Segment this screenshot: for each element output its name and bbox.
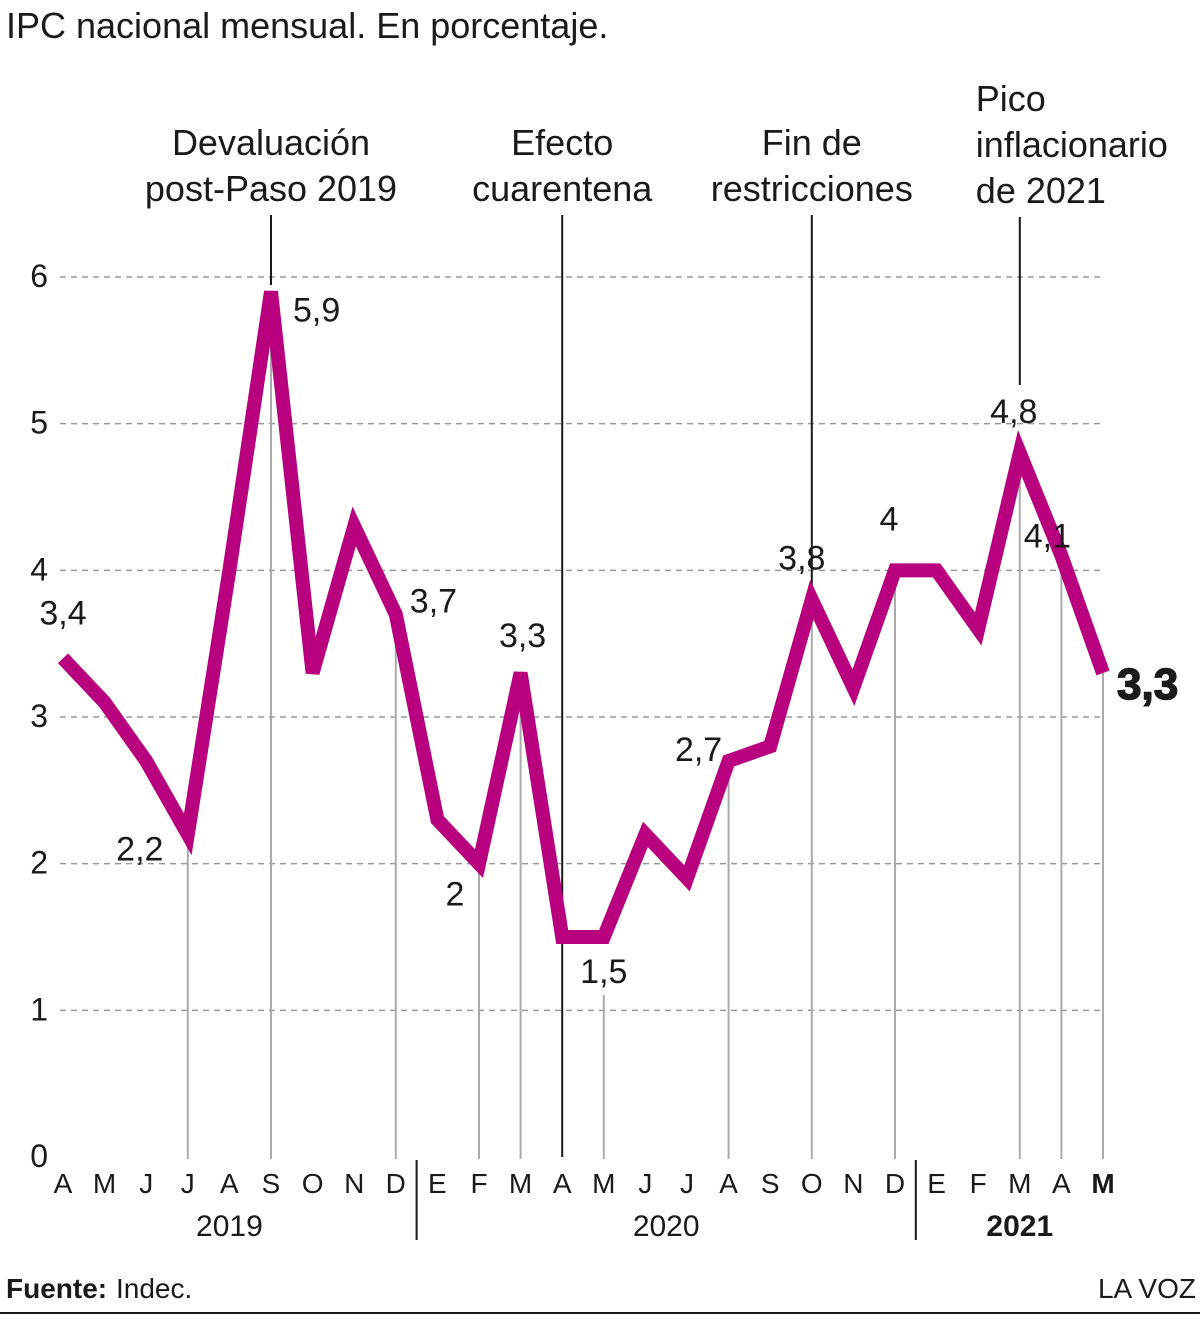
- chart-title: IPC nacional mensual. En porcentaje.: [6, 5, 608, 46]
- x-tick-label: J: [139, 1168, 153, 1199]
- x-tick-label: N: [843, 1168, 863, 1199]
- x-tick-label: O: [302, 1168, 324, 1199]
- annotation-text: Devaluación: [172, 122, 370, 163]
- series-line: [57, 290, 1110, 944]
- source: Indec.: [116, 1273, 192, 1304]
- value-label: 4,8: [990, 393, 1037, 431]
- value-label: 2,2: [116, 830, 163, 868]
- x-tick-label: F: [970, 1168, 987, 1199]
- x-tick-label: M: [1091, 1168, 1114, 1199]
- value-label: 1,5: [580, 953, 627, 991]
- x-tick-label: F: [470, 1168, 487, 1199]
- annotation-text: de 2021: [976, 170, 1106, 211]
- annotation-text: Fin de: [762, 122, 862, 163]
- x-tick-label: D: [885, 1168, 905, 1199]
- x-tick-label: J: [638, 1168, 652, 1199]
- x-tick-label: M: [93, 1168, 116, 1199]
- annotation-text: cuarentena: [472, 168, 653, 209]
- value-label: 3,4: [39, 594, 86, 632]
- y-tick-label: 0: [30, 1138, 48, 1174]
- value-label: 5,9: [293, 292, 340, 330]
- y-tick-label: 4: [30, 551, 48, 587]
- value-label: 3,3: [499, 617, 546, 655]
- annotation-text: Pico: [976, 78, 1046, 119]
- source-label: Fuente:: [6, 1273, 107, 1304]
- x-tick-label: A: [220, 1168, 239, 1199]
- year-label: 2020: [633, 1210, 700, 1243]
- x-tick-label: A: [719, 1168, 738, 1199]
- x-tick-label: M: [592, 1168, 615, 1199]
- x-tick-label: O: [801, 1168, 823, 1199]
- x-tick-label: E: [428, 1168, 447, 1199]
- x-tick-label: J: [181, 1168, 195, 1199]
- brand: LA VOZ: [1098, 1273, 1196, 1304]
- value-label: 3,7: [410, 582, 457, 620]
- x-tick-label: A: [1052, 1168, 1071, 1199]
- x-tick-label: A: [54, 1168, 73, 1199]
- value-label: 3,8: [778, 540, 825, 578]
- value-label: 4: [880, 500, 899, 538]
- y-tick-label: 6: [30, 258, 48, 294]
- x-tick-label: N: [344, 1168, 364, 1199]
- value-label: 4,1: [1024, 518, 1071, 556]
- value-label: 3,3: [1117, 660, 1178, 709]
- y-tick-label: 5: [30, 405, 48, 441]
- x-tick-label: S: [262, 1168, 281, 1199]
- value-label: 2: [446, 876, 465, 914]
- x-tick-label: M: [1008, 1168, 1031, 1199]
- year-label: 2019: [196, 1210, 263, 1243]
- annotation-text: post-Paso 2019: [145, 168, 397, 209]
- y-tick-label: 3: [30, 698, 48, 734]
- x-tick-label: M: [509, 1168, 532, 1199]
- x-tick-label: S: [761, 1168, 780, 1199]
- y-tick-label: 2: [30, 845, 48, 881]
- annotation-text: Efecto: [511, 122, 613, 163]
- annotation-text: restricciones: [711, 168, 913, 209]
- year-label: 2021: [986, 1210, 1053, 1243]
- x-tick-label: J: [680, 1168, 694, 1199]
- annotation-text: inflacionario: [976, 124, 1168, 165]
- value-label: 2,7: [675, 731, 722, 769]
- x-tick-label: E: [927, 1168, 946, 1199]
- x-tick-label: A: [553, 1168, 572, 1199]
- x-tick-label: D: [386, 1168, 406, 1199]
- y-tick-label: 1: [30, 991, 48, 1027]
